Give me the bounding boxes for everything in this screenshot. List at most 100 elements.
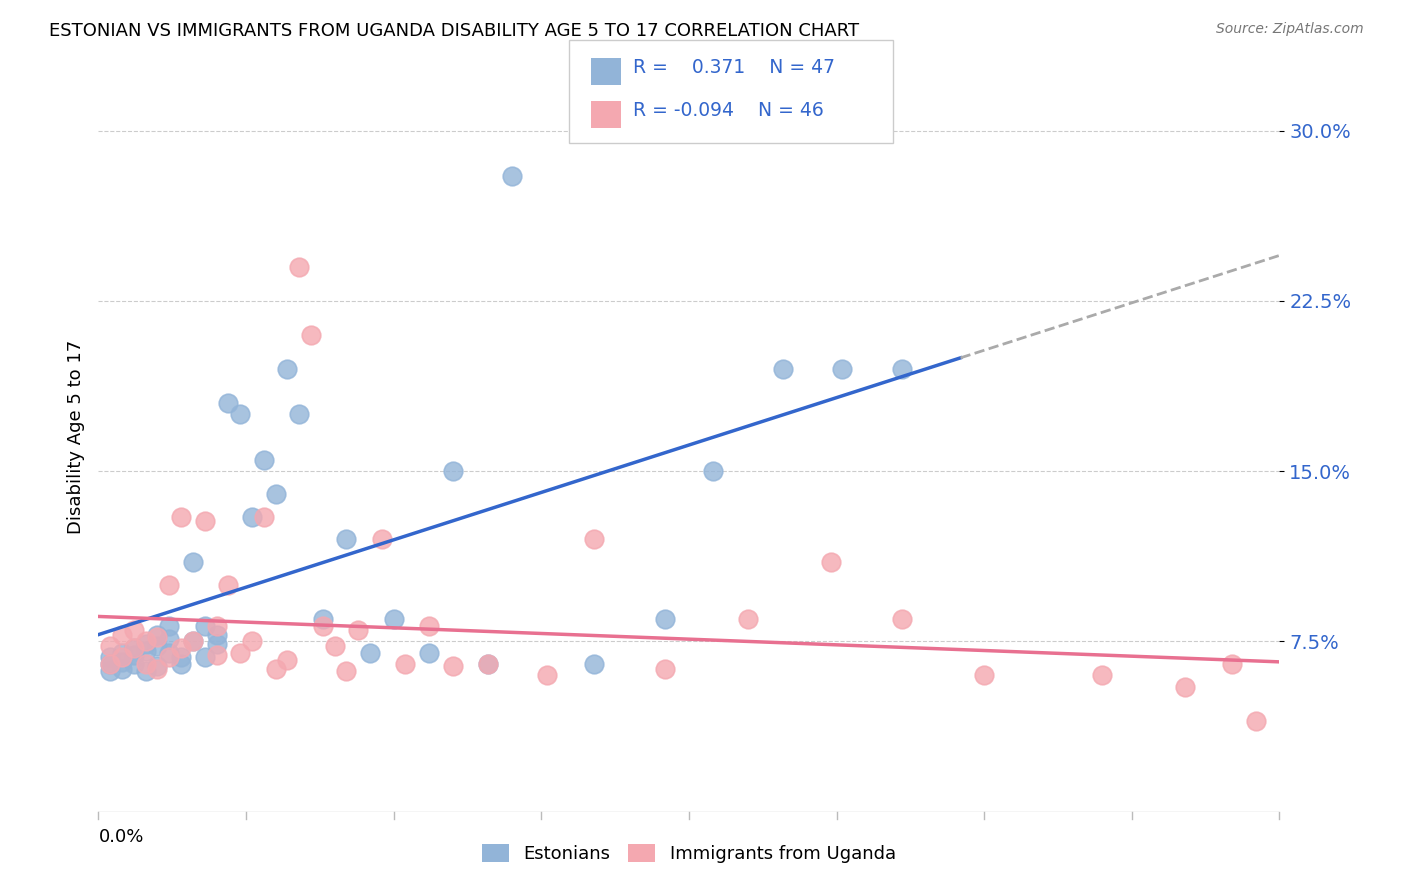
Point	[146, 627, 169, 641]
Point	[135, 664, 157, 678]
Point	[312, 612, 335, 626]
Point	[146, 639, 169, 653]
Point	[157, 618, 180, 632]
Point	[890, 362, 912, 376]
Y-axis label: Disability Age 5 to 17: Disability Age 5 to 17	[66, 340, 84, 534]
Text: Source: ZipAtlas.com: Source: ZipAtlas.com	[1216, 22, 1364, 37]
Point	[111, 662, 134, 676]
Point	[441, 659, 464, 673]
Point	[382, 612, 405, 626]
Point	[299, 327, 322, 342]
Point	[477, 657, 499, 672]
Point	[98, 657, 121, 672]
Point	[276, 362, 298, 376]
Point	[122, 641, 145, 656]
Point	[98, 639, 121, 653]
Text: ESTONIAN VS IMMIGRANTS FROM UGANDA DISABILITY AGE 5 TO 17 CORRELATION CHART: ESTONIAN VS IMMIGRANTS FROM UGANDA DISAB…	[49, 22, 859, 40]
Point	[135, 643, 157, 657]
Point	[111, 627, 134, 641]
Point	[1091, 668, 1114, 682]
Point	[253, 509, 276, 524]
Text: R = -0.094    N = 46: R = -0.094 N = 46	[633, 101, 824, 120]
Point	[122, 657, 145, 672]
Point	[323, 639, 346, 653]
Point	[146, 630, 169, 644]
Point	[194, 618, 217, 632]
Point	[347, 623, 370, 637]
Point	[394, 657, 416, 672]
Point	[135, 637, 157, 651]
Point	[288, 408, 311, 422]
Point	[170, 509, 193, 524]
Point	[157, 650, 180, 665]
Point	[276, 652, 298, 666]
Point	[194, 650, 217, 665]
Point	[229, 408, 252, 422]
Point	[146, 662, 169, 676]
Point	[170, 657, 193, 672]
Point	[205, 648, 228, 662]
Point	[181, 634, 204, 648]
Point	[441, 464, 464, 478]
Point	[98, 657, 121, 672]
Point	[111, 650, 134, 665]
Point	[157, 646, 180, 660]
Point	[890, 612, 912, 626]
Point	[98, 650, 121, 665]
Point	[217, 396, 239, 410]
Point	[240, 509, 263, 524]
Point	[157, 632, 180, 647]
Point	[205, 637, 228, 651]
Point	[536, 668, 558, 682]
Point	[146, 659, 169, 673]
Point	[264, 487, 287, 501]
Point	[654, 612, 676, 626]
Point	[240, 634, 263, 648]
Point	[702, 464, 724, 478]
Text: R =    0.371    N = 47: R = 0.371 N = 47	[633, 58, 835, 77]
Point	[181, 555, 204, 569]
Legend: Estonians, Immigrants from Uganda: Estonians, Immigrants from Uganda	[475, 837, 903, 870]
Point	[737, 612, 759, 626]
Point	[820, 555, 842, 569]
Point	[654, 662, 676, 676]
Point	[1244, 714, 1267, 728]
Point	[170, 650, 193, 665]
Point	[335, 664, 357, 678]
Point	[359, 646, 381, 660]
Point	[111, 646, 134, 660]
Point	[122, 641, 145, 656]
Point	[170, 641, 193, 656]
Point	[135, 634, 157, 648]
Point	[1174, 680, 1197, 694]
Point	[477, 657, 499, 672]
Point	[501, 169, 523, 183]
Point	[181, 634, 204, 648]
Point	[312, 618, 335, 632]
Point	[205, 618, 228, 632]
Point	[122, 623, 145, 637]
Point	[98, 664, 121, 678]
Point	[1220, 657, 1243, 672]
Point	[288, 260, 311, 274]
Point	[831, 362, 853, 376]
Text: 0.0%: 0.0%	[98, 828, 143, 847]
Point	[111, 655, 134, 669]
Point	[194, 514, 217, 528]
Point	[135, 657, 157, 672]
Point	[335, 533, 357, 547]
Point	[772, 362, 794, 376]
Point	[371, 533, 394, 547]
Point	[418, 646, 440, 660]
Point	[157, 577, 180, 591]
Point	[205, 627, 228, 641]
Point	[229, 646, 252, 660]
Point	[418, 618, 440, 632]
Point	[583, 533, 606, 547]
Point	[973, 668, 995, 682]
Point	[253, 452, 276, 467]
Point	[122, 648, 145, 662]
Point	[583, 657, 606, 672]
Point	[217, 577, 239, 591]
Point	[264, 662, 287, 676]
